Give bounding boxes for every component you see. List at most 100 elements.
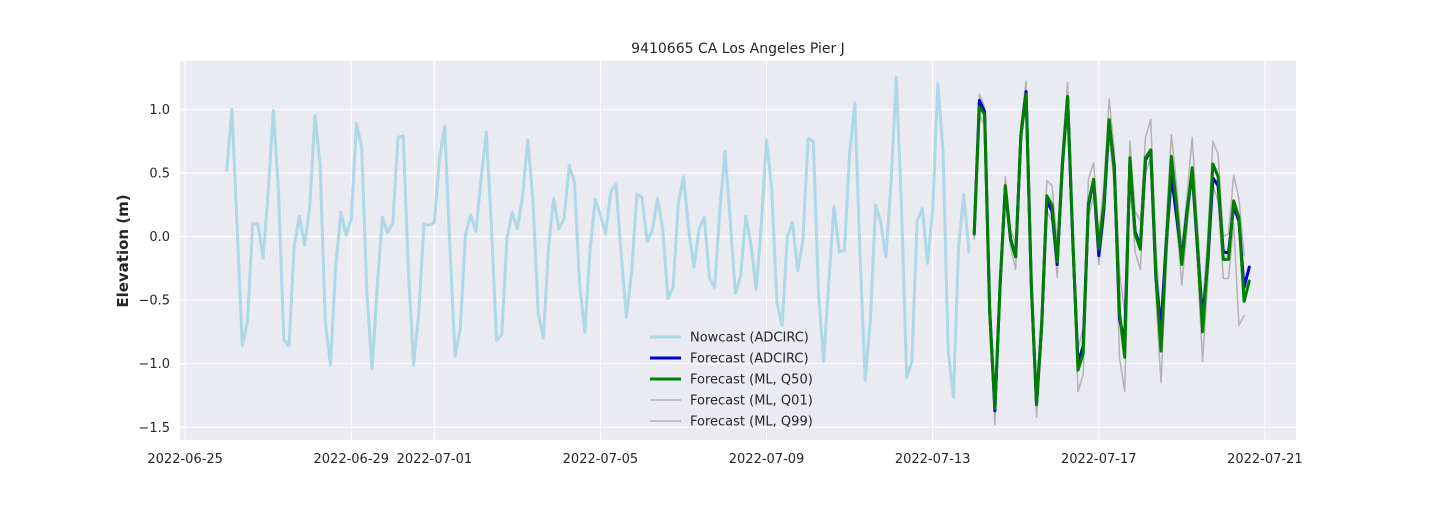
data-point xyxy=(1202,361,1203,362)
data-point xyxy=(335,266,336,267)
data-point xyxy=(387,232,388,233)
data-point xyxy=(1186,213,1187,214)
data-point xyxy=(548,247,549,248)
data-point xyxy=(320,165,321,166)
data-point xyxy=(1072,239,1073,240)
data-point xyxy=(1114,170,1115,171)
data-point xyxy=(657,198,658,199)
data-point xyxy=(1171,134,1172,135)
data-point xyxy=(231,109,232,110)
data-point xyxy=(418,312,419,313)
data-point xyxy=(429,225,430,226)
data-point xyxy=(1223,278,1224,279)
data-point xyxy=(745,216,746,217)
data-point xyxy=(1098,264,1099,265)
data-point xyxy=(839,251,840,252)
series-line-forecast-ml-q50 xyxy=(972,92,1251,410)
data-point xyxy=(1000,284,1001,285)
data-point xyxy=(1124,357,1125,358)
data-point xyxy=(994,424,995,425)
data-point xyxy=(652,230,653,231)
data-point xyxy=(1233,175,1234,176)
data-point xyxy=(340,212,341,213)
data-point xyxy=(641,197,642,198)
data-point xyxy=(226,170,227,171)
data-point xyxy=(382,217,383,218)
data-point xyxy=(434,222,435,223)
data-point xyxy=(1238,217,1239,218)
data-point xyxy=(512,212,513,213)
data-point xyxy=(1218,176,1219,177)
y-tick-label: −1.0 xyxy=(138,357,170,372)
data-point xyxy=(1212,163,1213,164)
data-point xyxy=(595,199,596,200)
data-point xyxy=(859,254,860,255)
data-point xyxy=(963,194,964,195)
data-point xyxy=(719,211,720,212)
x-tick-label: 2022-07-01 xyxy=(397,452,473,467)
data-point xyxy=(1207,256,1208,257)
data-point xyxy=(501,334,502,335)
data-point xyxy=(1083,373,1084,374)
data-point xyxy=(397,137,398,138)
data-point xyxy=(1129,157,1130,158)
data-point xyxy=(782,325,783,326)
data-point xyxy=(667,298,668,299)
data-point xyxy=(444,125,445,126)
data-point xyxy=(455,356,456,357)
data-point xyxy=(1202,331,1203,332)
data-point xyxy=(330,364,331,365)
data-point xyxy=(1135,251,1136,252)
data-point xyxy=(1057,264,1058,265)
data-point xyxy=(1046,195,1047,196)
data-point xyxy=(828,282,829,283)
x-tick-label: 2022-06-25 xyxy=(147,452,223,467)
x-tick-label: 2022-07-21 xyxy=(1227,452,1303,467)
data-point xyxy=(979,100,980,101)
data-point xyxy=(1181,284,1182,285)
data-point xyxy=(1140,249,1141,250)
data-point xyxy=(1192,167,1193,168)
data-point xyxy=(1228,233,1229,234)
data-point xyxy=(979,94,980,95)
data-point xyxy=(538,312,539,313)
data-point xyxy=(1109,119,1110,120)
data-point xyxy=(377,286,378,287)
data-point xyxy=(1088,179,1089,180)
y-tick-label: −0.5 xyxy=(138,294,170,309)
data-point xyxy=(346,235,347,236)
data-point xyxy=(756,289,757,290)
data-point xyxy=(818,293,819,294)
data-point xyxy=(257,223,258,224)
data-point xyxy=(1140,269,1141,270)
data-point xyxy=(927,263,928,264)
data-point xyxy=(1036,417,1037,418)
data-point xyxy=(1036,404,1037,405)
data-point xyxy=(517,228,518,229)
data-point xyxy=(1171,156,1172,157)
data-point xyxy=(553,198,554,199)
data-point xyxy=(496,340,497,341)
data-point xyxy=(989,312,990,313)
data-point xyxy=(875,204,876,205)
data-point xyxy=(1129,141,1130,142)
data-point xyxy=(408,270,409,271)
data-point xyxy=(849,153,850,154)
data-point xyxy=(1067,96,1068,97)
data-point xyxy=(968,251,969,252)
data-point xyxy=(750,245,751,246)
data-point xyxy=(1150,149,1151,150)
data-point xyxy=(1249,266,1250,267)
data-point xyxy=(1098,255,1099,256)
x-tick-label: 2022-07-09 xyxy=(729,452,805,467)
data-point xyxy=(470,214,471,215)
data-point xyxy=(1057,261,1058,262)
data-point xyxy=(299,216,300,217)
data-point xyxy=(273,110,274,111)
data-point xyxy=(1005,185,1006,186)
data-point xyxy=(1119,312,1120,313)
data-point xyxy=(1026,91,1027,92)
data-point xyxy=(366,293,367,294)
data-point xyxy=(1077,391,1078,392)
